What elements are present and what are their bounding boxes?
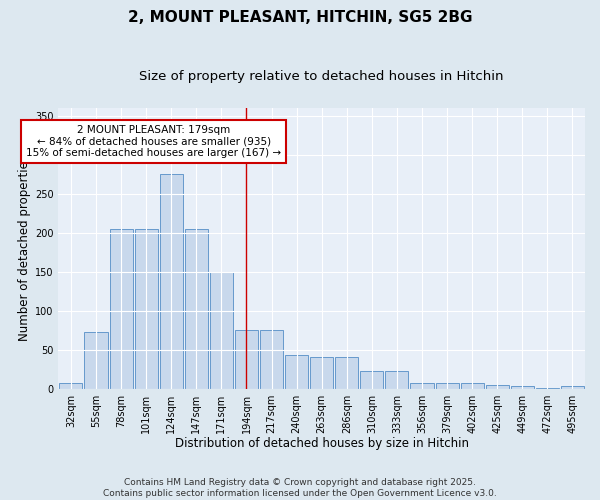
X-axis label: Distribution of detached houses by size in Hitchin: Distribution of detached houses by size … [175,437,469,450]
Bar [511,386,534,388]
Bar [285,355,308,388]
Bar [410,383,434,388]
Title: Size of property relative to detached houses in Hitchin: Size of property relative to detached ho… [139,70,504,83]
Bar [361,372,383,388]
Text: Contains HM Land Registry data © Crown copyright and database right 2025.
Contai: Contains HM Land Registry data © Crown c… [103,478,497,498]
Bar [160,174,183,388]
Bar [260,330,283,388]
Bar [134,228,158,388]
Y-axis label: Number of detached properties: Number of detached properties [18,155,31,341]
Text: 2, MOUNT PLEASANT, HITCHIN, SG5 2BG: 2, MOUNT PLEASANT, HITCHIN, SG5 2BG [128,10,472,25]
Bar [436,383,458,388]
Bar [461,383,484,388]
Bar [310,358,333,388]
Bar [235,330,258,388]
Text: 2 MOUNT PLEASANT: 179sqm
← 84% of detached houses are smaller (935)
15% of semi-: 2 MOUNT PLEASANT: 179sqm ← 84% of detach… [26,125,281,158]
Bar [185,228,208,388]
Bar [59,383,82,388]
Bar [210,272,233,388]
Bar [486,384,509,388]
Bar [110,228,133,388]
Bar [561,386,584,388]
Bar [335,358,358,388]
Bar [85,332,107,388]
Bar [385,372,409,388]
